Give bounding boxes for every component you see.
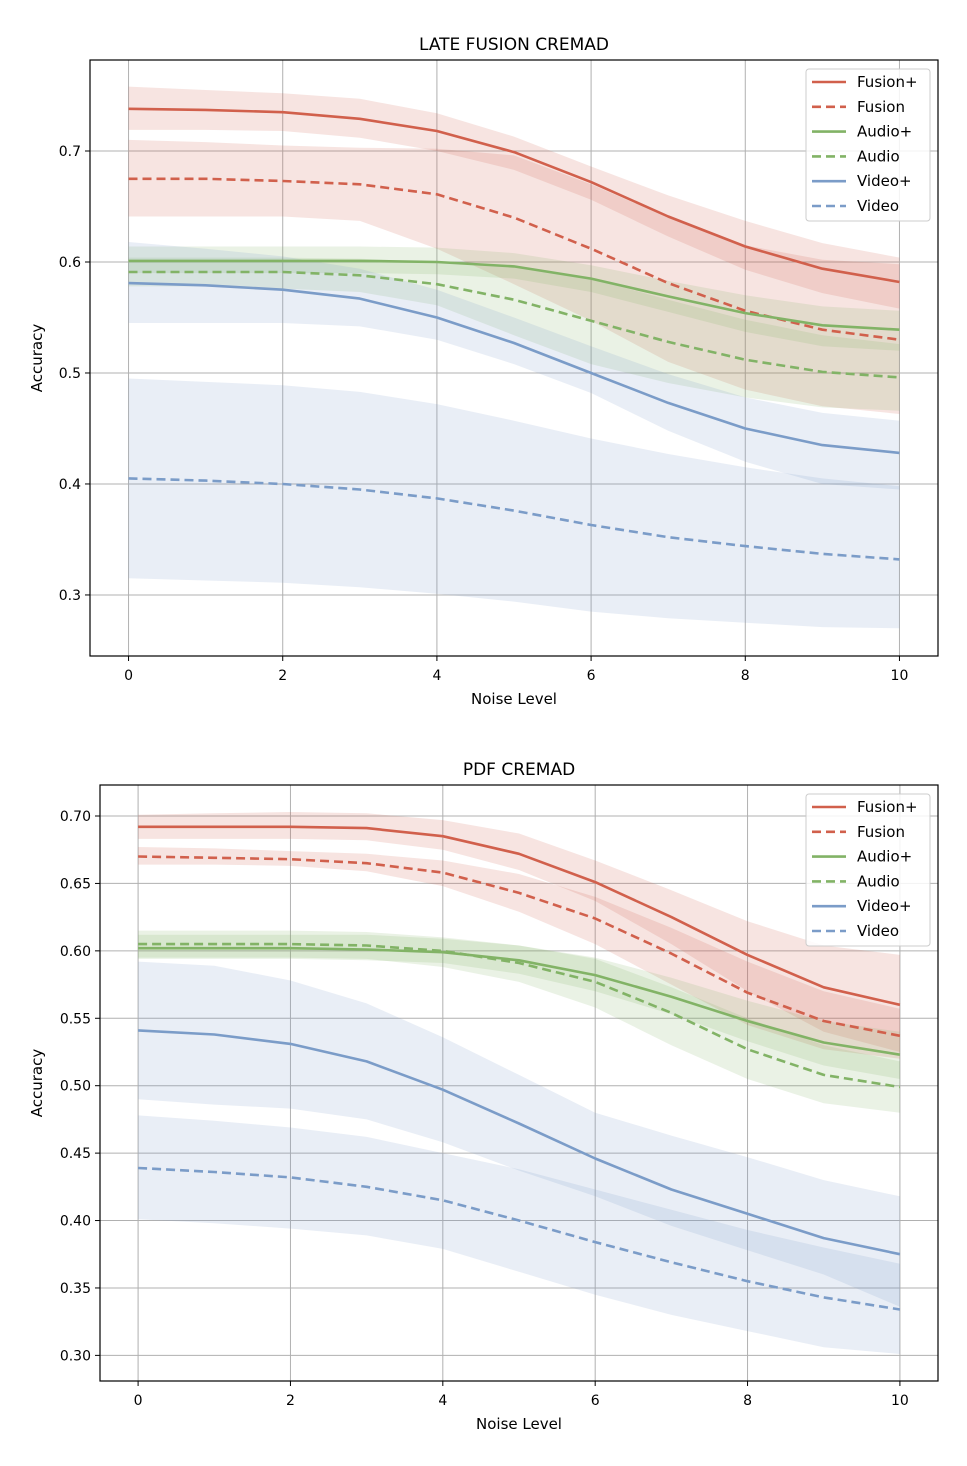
x-tick-label: 4 <box>432 668 441 684</box>
legend-label-video: Video <box>857 922 899 940</box>
y-tick-label: 0.6 <box>59 255 81 271</box>
y-axis-label: Accuracy <box>28 1049 46 1118</box>
x-tick-label: 2 <box>286 1393 295 1409</box>
legend-label-fusion-plus: Fusion+ <box>857 73 918 91</box>
chart-pdf-cremad: PDF CREMAD 0 2 4 6 8 10 0.30 0.35 0.40 0.45 0.50 0.5… <box>28 760 939 1433</box>
y-tick-label: 0.35 <box>60 1281 91 1297</box>
x-tick-label: 0 <box>134 1393 143 1409</box>
line-video <box>128 477 900 561</box>
y-tick-label: 0.3 <box>59 588 81 604</box>
line-audio-plus <box>138 946 901 1056</box>
x-axis-label: Noise Level <box>476 1415 562 1433</box>
line-video-plus <box>138 1029 901 1256</box>
line-audio <box>138 942 901 1089</box>
band-audio <box>128 257 900 411</box>
legend-label-fusion-plus: Fusion+ <box>857 798 918 816</box>
band-video <box>138 1115 900 1354</box>
band-audio-plus <box>128 246 900 351</box>
legend-label-audio-plus: Audio+ <box>857 848 912 866</box>
x-axis-label: Noise Level <box>471 690 557 708</box>
legend: Fusion+ Fusion Audio+ Audio Video+ Video <box>805 68 931 222</box>
y-tick-label: 0.30 <box>60 1348 91 1364</box>
line-audio <box>128 270 900 379</box>
x-tick-label: 4 <box>438 1393 447 1409</box>
plot-frame <box>99 784 939 1382</box>
legend-label-video: Video <box>857 197 899 215</box>
y-tick-label: 0.4 <box>59 477 81 493</box>
legend-label-fusion: Fusion <box>857 98 905 116</box>
y-tick-label: 0.7 <box>59 144 81 160</box>
x-tick-label: 10 <box>891 668 909 684</box>
chart-title: LATE FUSION CREMAD <box>419 35 609 55</box>
legend-label-audio: Audio <box>857 872 900 890</box>
legend: Fusion+ Fusion Audio+ Audio Video+ Video <box>805 793 931 947</box>
band-fusion-plus <box>138 812 900 1052</box>
legend-label-video-plus: Video+ <box>857 897 912 915</box>
line-fusion-plus <box>128 107 900 284</box>
y-axis-label: Accuracy <box>28 324 46 393</box>
y-tick-label: 0.70 <box>60 809 91 825</box>
y-tick-label: 0.65 <box>60 876 91 892</box>
y-tick-label: 0.40 <box>60 1214 91 1230</box>
band-fusion <box>138 847 900 1059</box>
y-tick-label: 0.60 <box>60 944 91 960</box>
y-tick-label: 0.50 <box>60 1079 91 1095</box>
band-video-plus <box>138 961 900 1307</box>
band-video <box>128 378 900 629</box>
x-tick-label: 8 <box>741 668 750 684</box>
legend-box <box>805 68 931 222</box>
plot-frame <box>89 59 939 657</box>
line-video-plus <box>128 281 900 455</box>
x-tick-label: 10 <box>891 1393 909 1409</box>
legend-box <box>805 793 931 947</box>
y-tick-label: 0.5 <box>59 366 81 382</box>
chart-title: PDF CREMAD <box>463 760 575 780</box>
x-tick-label: 6 <box>587 668 596 684</box>
line-audio-plus <box>128 259 900 331</box>
series-lines <box>128 107 900 561</box>
x-tick-label: 8 <box>743 1393 752 1409</box>
band-fusion <box>128 139 900 414</box>
x-tick-label: 0 <box>124 668 133 684</box>
confidence-bands <box>128 86 900 629</box>
x-tick-label: 6 <box>591 1393 600 1409</box>
chart-late-fusion-cremad: LATE FUSION CREMAD 0 2 4 6 8 10 0.3 0.4 0.5 0.6 0.7… <box>28 35 939 708</box>
legend-label-audio: Audio <box>857 147 900 165</box>
band-video-plus <box>128 242 900 490</box>
x-tick-label: 2 <box>278 668 287 684</box>
y-tick-label: 0.55 <box>60 1011 91 1027</box>
legend-label-audio-plus: Audio+ <box>857 123 912 141</box>
line-fusion-plus <box>138 825 901 1007</box>
legend-label-fusion: Fusion <box>857 823 905 841</box>
legend-label-video-plus: Video+ <box>857 172 912 190</box>
line-fusion <box>138 855 901 1038</box>
series-lines <box>138 825 901 1311</box>
y-tick-label: 0.45 <box>60 1146 91 1162</box>
band-fusion-plus <box>128 86 900 309</box>
line-video <box>138 1166 901 1311</box>
